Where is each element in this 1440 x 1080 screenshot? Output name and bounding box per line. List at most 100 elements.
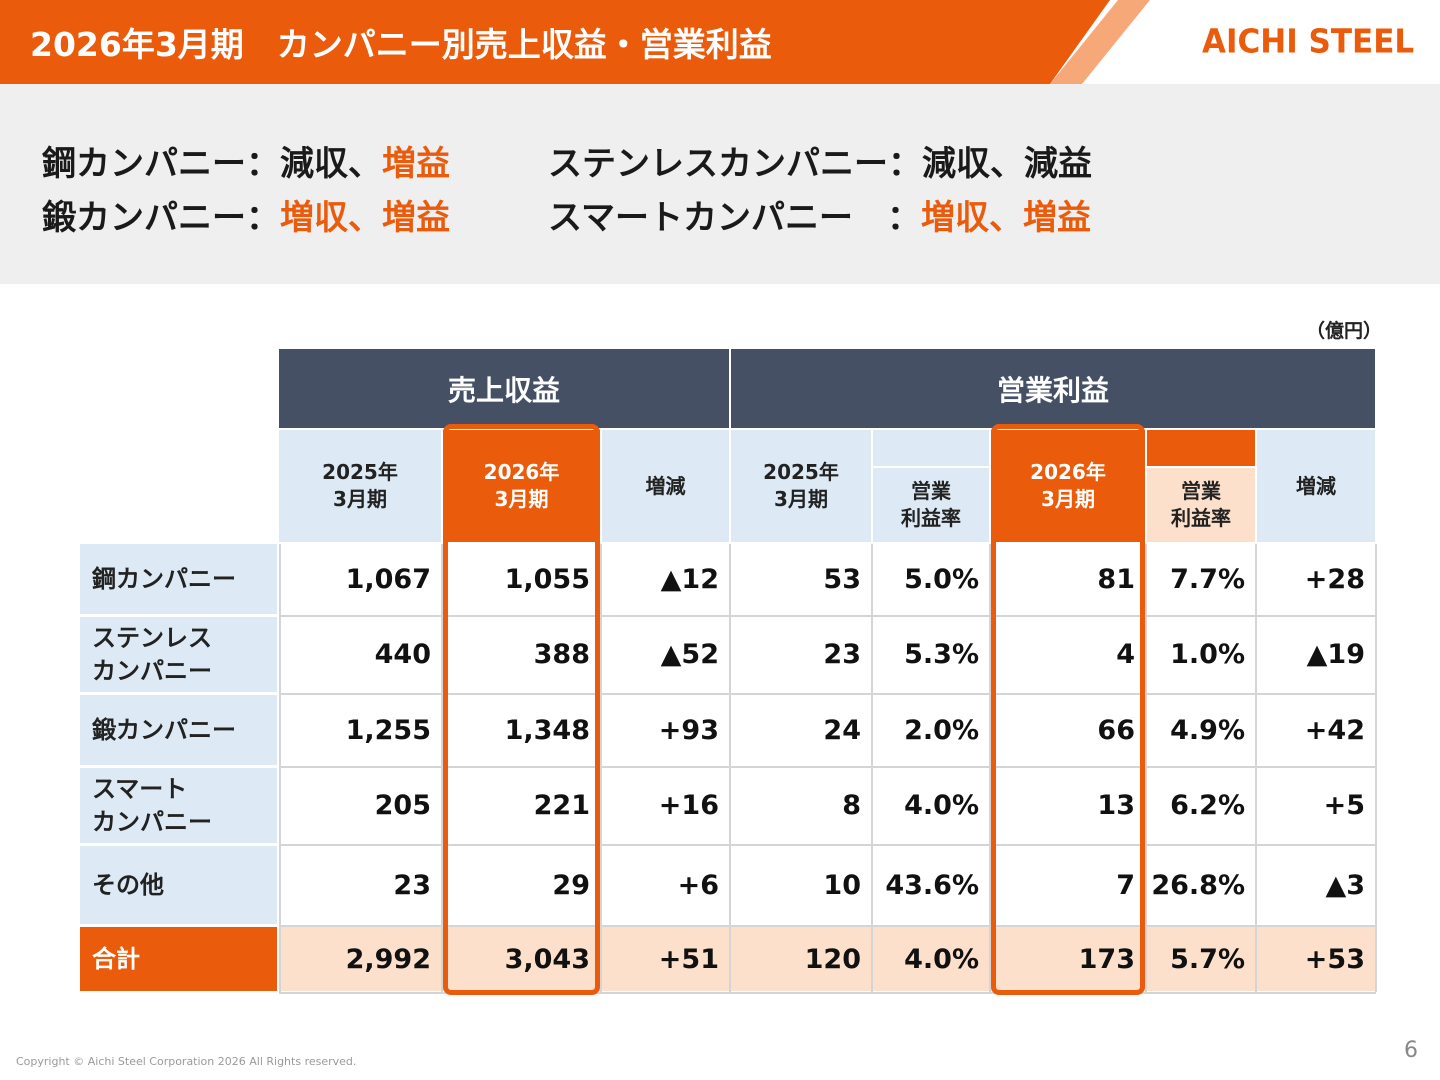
- table-cell-op-cur: 7: [1116, 869, 1135, 901]
- table-cell-op-cur: 66: [1097, 714, 1135, 746]
- table-cell-op-diff: ▲19: [1306, 639, 1365, 670]
- summary-value: 増益: [382, 198, 450, 238]
- page-title: 2026年3月期 カンパニー別売上収益・営業利益: [30, 25, 772, 64]
- row-divider: [279, 766, 1376, 768]
- row-divider: [279, 615, 1376, 617]
- column-divider: [279, 544, 281, 992]
- table-cell-sales-cur: 1,348: [504, 714, 590, 746]
- column-divider: [871, 544, 873, 992]
- total-cell-op-diff: +53: [1257, 927, 1375, 991]
- row-label: 鍛カンパニー: [80, 695, 277, 765]
- column-divider: [989, 544, 991, 992]
- row-divider: [279, 992, 1376, 994]
- summary-value: 増益: [382, 144, 450, 184]
- summary-panel: 鋼カンパニー：減収、増益 ステンレスカンパニー：減収、減益 鍛カンパニー：増収、…: [0, 84, 1440, 284]
- table-cell-op-cur: 81: [1097, 563, 1135, 595]
- summary-value: 増収、: [920, 198, 1023, 238]
- row-label: スマート カンパニー: [80, 768, 277, 843]
- table-cell-op-prev: 10: [823, 869, 861, 901]
- row-label: その他: [80, 846, 277, 924]
- page-number: 6: [1404, 1038, 1418, 1063]
- subheader-op-diff: 増減: [1257, 430, 1375, 542]
- table-cell-op-cur: 13: [1097, 790, 1135, 821]
- highlight-frame-sales-cur: [443, 424, 600, 995]
- subheader-op-cur-rate: 営業 利益率: [1147, 468, 1255, 542]
- table-cell-sales-diff: +6: [677, 869, 719, 901]
- column-divider: [729, 544, 731, 992]
- total-cell-op-prev: 120: [731, 927, 871, 991]
- summary-value: 減益: [1024, 144, 1092, 184]
- table-cell-sales-diff: ▲12: [660, 563, 719, 595]
- row-divider: [279, 844, 1376, 846]
- table-cell-op-prev: 23: [823, 639, 861, 670]
- table-cell-sales-diff: +93: [658, 714, 719, 746]
- summary-smart: スマートカンパニー ：増収、増益: [548, 190, 1091, 239]
- table-cell-op-cur: 4: [1116, 639, 1135, 670]
- summary-value: 減収、: [922, 144, 1024, 184]
- table-cell-op-cur-rate: 1.0%: [1170, 639, 1245, 670]
- column-divider: [1255, 544, 1257, 992]
- table-cell-op-diff: +5: [1323, 790, 1365, 821]
- table-cell-sales-prev: 1,067: [345, 563, 431, 595]
- copyright: Copyright © Aichi Steel Corporation 2026…: [16, 1055, 357, 1068]
- table-cell-sales-prev: 440: [374, 639, 431, 670]
- table-cell-op-diff: +28: [1304, 563, 1365, 595]
- row-label: ステンレス カンパニー: [80, 617, 277, 692]
- aichi-steel-logo: AICHI STEEL: [1202, 23, 1415, 61]
- summary-stainless: ステンレスカンパニー：減収、減益: [548, 136, 1092, 185]
- column-divider: [1375, 544, 1377, 992]
- table-cell-sales-diff: ▲52: [660, 639, 719, 670]
- table-cell-op-diff: +42: [1304, 714, 1365, 746]
- column-divider: [600, 544, 602, 992]
- table-cell-op-cur-rate: 26.8%: [1151, 869, 1245, 901]
- total-cell-sales-cur: 3,043: [443, 927, 600, 991]
- subheader-op-cur: 2026年 3月期: [991, 430, 1145, 542]
- total-cell-op-prev-rate: 4.0%: [873, 927, 989, 991]
- subheader-op-prev: 2025年 3月期: [731, 430, 871, 542]
- table-cell-op-cur-rate: 7.7%: [1170, 563, 1245, 595]
- column-divider: [1145, 544, 1147, 992]
- table-cell-op-prev-rate: 5.3%: [904, 639, 979, 670]
- summary-value: 減収、: [280, 144, 382, 184]
- row-label: 鋼カンパニー: [80, 544, 277, 614]
- summary-forging: 鍛カンパニー：増収、増益: [42, 190, 450, 239]
- row-divider: [279, 925, 1376, 927]
- table-cell-sales-cur: 388: [533, 639, 590, 670]
- highlight-frame-op-cur: [991, 424, 1145, 995]
- table-cell-sales-prev: 23: [393, 869, 431, 901]
- total-cell-sales-prev: 2,992: [279, 927, 441, 991]
- table-cell-sales-prev: 205: [374, 790, 431, 821]
- header-sales: 売上収益: [279, 349, 729, 428]
- table-cell-op-prev-rate: 43.6%: [885, 869, 979, 901]
- title-bar: [0, 0, 1110, 84]
- column-divider: [441, 544, 443, 992]
- total-label: 合計: [80, 927, 277, 991]
- summary-label: 鍛カンパニー：: [42, 198, 280, 238]
- table-cell-op-prev-rate: 4.0%: [904, 790, 979, 821]
- subheader-op-cur-top: [1147, 430, 1255, 466]
- table-cell-sales-cur: 1,055: [504, 563, 590, 595]
- total-cell-sales-diff: +51: [602, 927, 729, 991]
- table-cell-sales-diff: +16: [658, 790, 719, 821]
- total-cell-op-cur: 173: [991, 927, 1145, 991]
- table-cell-op-diff: ▲3: [1325, 869, 1365, 901]
- table-cell-op-prev: 8: [842, 790, 861, 821]
- table-cell-op-prev: 53: [823, 563, 861, 595]
- table-cell-sales-prev: 1,255: [345, 714, 431, 746]
- table-cell-op-cur-rate: 6.2%: [1170, 790, 1245, 821]
- table-cell-op-prev-rate: 5.0%: [904, 563, 979, 595]
- summary-steel: 鋼カンパニー：減収、増益: [42, 136, 450, 185]
- table-cell-sales-cur: 221: [533, 790, 590, 821]
- unit-label: （億円）: [1306, 320, 1383, 342]
- summary-label: スマートカンパニー ：: [548, 198, 921, 238]
- summary-value: 増収、: [280, 198, 382, 238]
- summary-value: 増益: [1022, 198, 1091, 238]
- subheader-sales-cur: 2026年 3月期: [443, 430, 600, 542]
- summary-label: ステンレスカンパニー：: [548, 144, 922, 184]
- subheader-op-prev-rate: 営業 利益率: [873, 468, 989, 542]
- table-cell-op-cur-rate: 4.9%: [1170, 714, 1245, 746]
- table-cell-sales-cur: 29: [552, 869, 590, 901]
- table-cell-op-prev-rate: 2.0%: [904, 714, 979, 746]
- row-divider: [279, 693, 1376, 695]
- header-operating-profit: 営業利益: [731, 349, 1375, 428]
